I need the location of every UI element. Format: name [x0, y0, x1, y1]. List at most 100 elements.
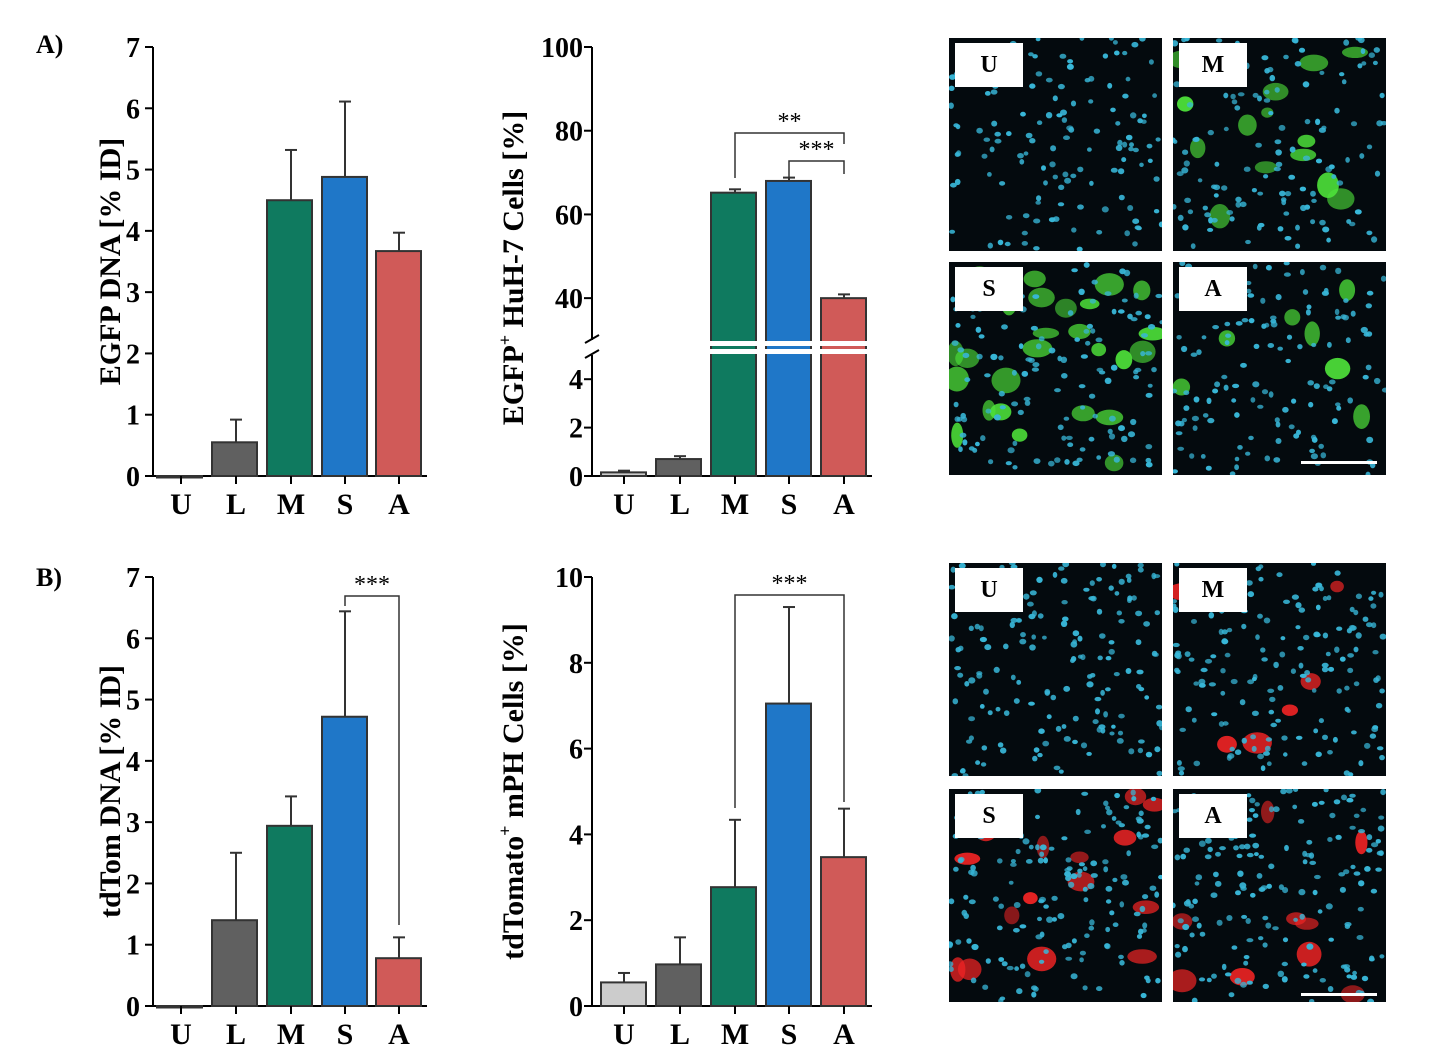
- nucleus: [1278, 124, 1286, 131]
- nucleus: [1280, 789, 1287, 795]
- nucleus: [1152, 93, 1157, 98]
- tdtomato-cell: [1070, 851, 1089, 864]
- nucleus: [1122, 93, 1129, 99]
- nucleus: [1118, 619, 1125, 624]
- nucleus: [1275, 421, 1281, 428]
- nucleus: [1089, 298, 1096, 304]
- nucleus: [1174, 944, 1180, 949]
- nucleus: [1273, 457, 1281, 463]
- nucleus: [1346, 628, 1352, 634]
- nucleus: [1025, 859, 1033, 864]
- nucleus: [1315, 751, 1322, 758]
- nucleus: [1293, 917, 1298, 922]
- nucleus: [962, 352, 970, 359]
- nucleus: [1009, 621, 1015, 629]
- nucleus: [1208, 217, 1213, 224]
- nucleus: [957, 858, 964, 864]
- nucleus: [1366, 144, 1373, 150]
- nucleus: [1254, 802, 1260, 807]
- y-tick-label: 40: [555, 284, 583, 315]
- nucleus: [959, 768, 966, 774]
- nucleus: [1035, 200, 1041, 205]
- nucleus: [1321, 290, 1329, 296]
- nucleus: [1269, 806, 1274, 813]
- nucleus: [1155, 137, 1161, 142]
- nucleus: [950, 566, 956, 573]
- nucleus: [1310, 219, 1316, 225]
- nucleus: [1263, 98, 1271, 103]
- nucleus: [1062, 616, 1069, 622]
- nucleus: [1268, 709, 1275, 715]
- nucleus: [1186, 102, 1194, 108]
- cell-image: [949, 789, 1162, 1002]
- nucleus: [1260, 297, 1266, 304]
- x-tick-label: S: [781, 1018, 798, 1051]
- nucleus: [1208, 612, 1215, 619]
- y-tick-label: 1: [126, 931, 140, 962]
- nucleus: [1335, 315, 1341, 320]
- nucleus: [1032, 755, 1038, 762]
- nucleus: [1043, 949, 1049, 954]
- nucleus: [1035, 343, 1042, 350]
- nucleus: [1183, 160, 1190, 167]
- nucleus: [980, 762, 987, 767]
- nucleus: [1173, 388, 1178, 394]
- nucleus: [1108, 640, 1115, 645]
- nucleus: [1214, 381, 1221, 388]
- nucleus: [1122, 141, 1128, 148]
- nucleus: [1190, 243, 1196, 250]
- nucleus: [1270, 315, 1277, 320]
- nucleus: [1193, 760, 1201, 767]
- nucleus: [1068, 126, 1075, 133]
- nucleus: [978, 625, 984, 632]
- nucleus: [956, 150, 962, 157]
- nucleus: [1074, 337, 1080, 342]
- nucleus: [1327, 986, 1334, 992]
- nucleus: [1341, 794, 1347, 801]
- nucleus: [1302, 289, 1309, 295]
- nucleus: [1128, 146, 1134, 152]
- nucleus: [1052, 174, 1058, 180]
- axis-break-gap: [765, 341, 812, 346]
- nucleus: [1079, 38, 1085, 41]
- nucleus: [997, 742, 1004, 748]
- nucleus: [1115, 121, 1121, 126]
- nucleus: [1293, 38, 1299, 44]
- micrograph-egfp-m: M: [1173, 38, 1386, 251]
- nucleus: [1037, 752, 1043, 758]
- nucleus: [1147, 158, 1153, 163]
- nucleus: [1245, 918, 1251, 924]
- bar-L: [655, 458, 702, 477]
- nucleus: [1291, 398, 1297, 404]
- nucleus: [1258, 576, 1264, 582]
- micrograph-label: U: [955, 568, 1023, 612]
- nucleus: [1153, 652, 1159, 657]
- nucleus: [993, 414, 1001, 421]
- nucleus: [1191, 619, 1197, 624]
- panel-label-a: A): [36, 30, 64, 59]
- nucleus: [1000, 747, 1007, 754]
- nucleus: [1105, 926, 1111, 933]
- nucleus: [1202, 413, 1209, 418]
- axis-break-mark: [584, 349, 600, 359]
- nucleus: [1137, 567, 1144, 573]
- nucleus: [1063, 135, 1070, 140]
- nucleus: [1237, 445, 1243, 450]
- nucleus: [1282, 937, 1289, 943]
- nucleus: [1076, 457, 1083, 462]
- nucleus: [1033, 458, 1041, 464]
- nucleus: [1234, 105, 1241, 111]
- nucleus: [1061, 117, 1068, 123]
- nucleus: [1295, 224, 1300, 231]
- nucleus: [1304, 670, 1310, 676]
- nucleus: [1088, 596, 1096, 601]
- nucleus: [1145, 351, 1153, 356]
- nucleus: [1065, 435, 1073, 440]
- nucleus: [1003, 643, 1009, 650]
- nucleus: [1052, 95, 1058, 102]
- nucleus: [957, 347, 965, 353]
- nucleus: [1149, 885, 1157, 891]
- nucleus: [1299, 673, 1307, 678]
- egfp-cell: [1324, 357, 1351, 380]
- nucleus: [1206, 397, 1212, 404]
